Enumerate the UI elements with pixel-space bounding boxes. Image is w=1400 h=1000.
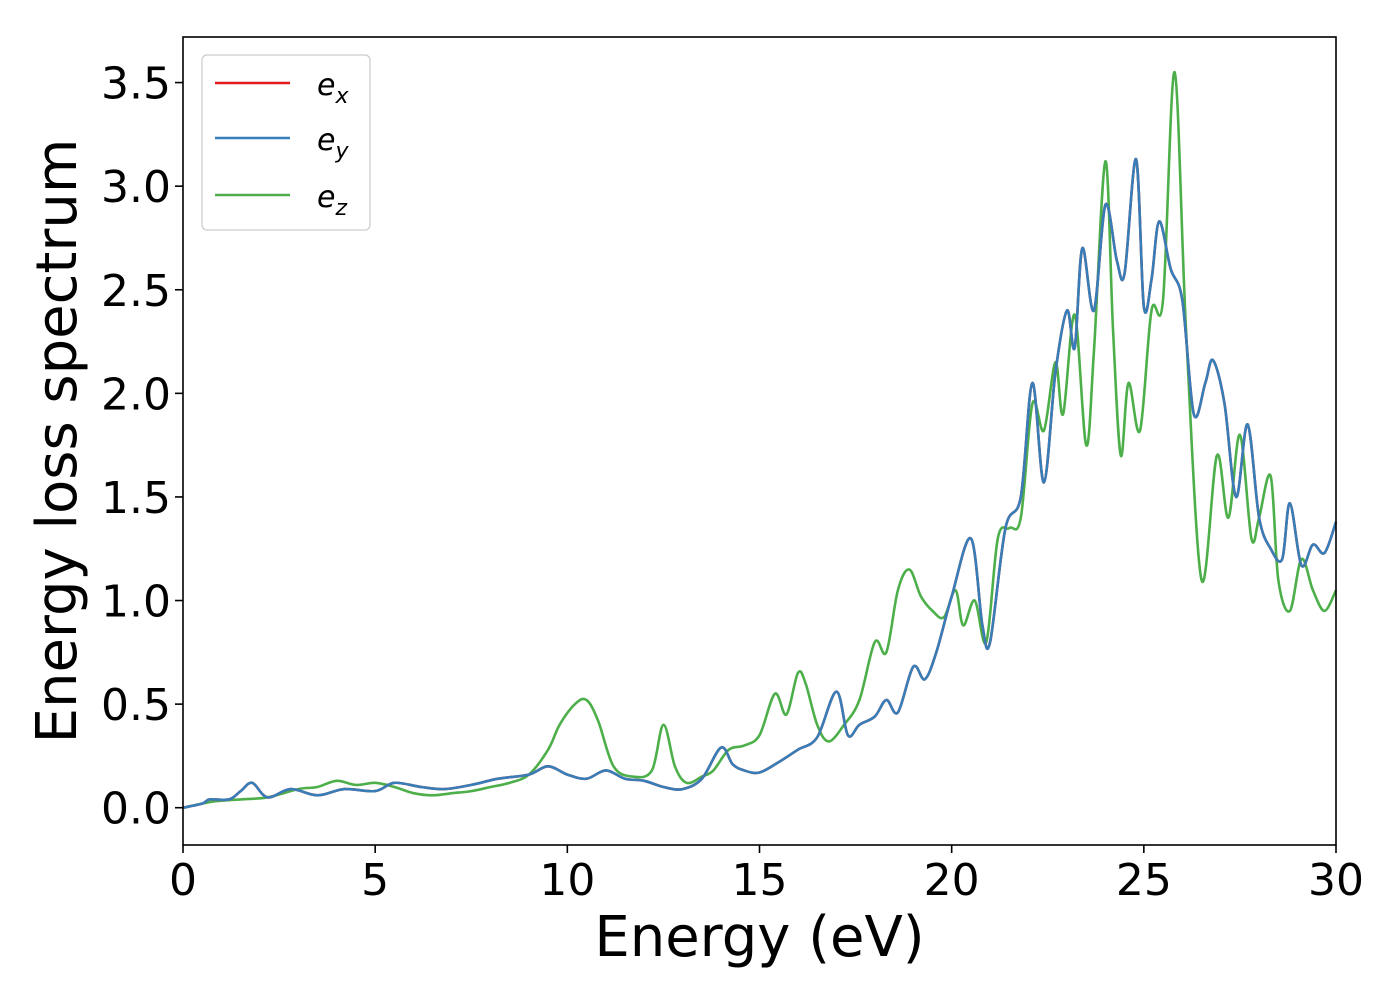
y-axis-ticks: 0.0 0.5 1.0 1.5 2.0 2.5 3.0 3.5 bbox=[101, 59, 183, 835]
y-tick-label: 1.0 bbox=[101, 577, 171, 628]
x-axis-ticks: 0 5 10 15 20 25 30 bbox=[169, 845, 1364, 906]
legend-entry-e-y: ey bbox=[317, 123, 349, 164]
y-tick-label: 2.5 bbox=[101, 266, 171, 317]
legend-base-e-z: e bbox=[317, 180, 335, 215]
y-tick-label: 3.0 bbox=[101, 162, 171, 213]
x-tick-label: 5 bbox=[361, 855, 389, 906]
y-tick-label: 1.5 bbox=[101, 473, 171, 524]
legend-sub-e-z: z bbox=[334, 196, 347, 221]
y-tick-label: 0.0 bbox=[101, 784, 171, 835]
y-axis-label: Energy loss spectrum bbox=[25, 139, 90, 744]
x-tick-label: 0 bbox=[169, 855, 197, 906]
legend-sub-e-y: y bbox=[334, 139, 349, 164]
legend-entry-e-x: ex bbox=[317, 68, 349, 109]
y-tick-label: 3.5 bbox=[101, 59, 171, 110]
y-tick-label: 2.0 bbox=[101, 369, 171, 420]
x-tick-label: 20 bbox=[924, 855, 980, 906]
x-tick-label: 25 bbox=[1116, 855, 1172, 906]
legend-sub-e-x: x bbox=[334, 84, 349, 109]
series-line-e-y bbox=[183, 159, 1336, 808]
plot-background bbox=[183, 37, 1336, 845]
x-tick-label: 15 bbox=[732, 855, 788, 906]
legend-base-e-y: e bbox=[317, 123, 335, 158]
y-tick-label: 0.5 bbox=[101, 680, 171, 731]
x-axis-label: Energy (eV) bbox=[594, 905, 924, 970]
legend-entry-e-z: ez bbox=[317, 180, 347, 221]
legend: ex ey ez bbox=[201, 54, 371, 231]
x-tick-label: 30 bbox=[1308, 855, 1364, 906]
series-layer bbox=[183, 72, 1336, 808]
legend-box bbox=[201, 54, 371, 231]
legend-base-e-x: e bbox=[317, 68, 335, 103]
x-tick-label: 10 bbox=[539, 855, 595, 906]
